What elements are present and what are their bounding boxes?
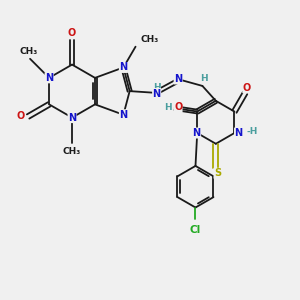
Text: H: H (200, 74, 208, 83)
Text: N: N (153, 88, 161, 98)
Text: CH₃: CH₃ (63, 147, 81, 156)
Text: O: O (68, 28, 76, 38)
Text: N: N (45, 73, 53, 83)
Text: S: S (214, 168, 221, 178)
Text: O: O (16, 112, 25, 122)
Text: N: N (68, 112, 76, 123)
Text: -H: -H (247, 127, 258, 136)
Text: CH₃: CH₃ (19, 47, 38, 56)
Text: N: N (119, 110, 128, 120)
Text: N: N (119, 62, 128, 73)
Text: O: O (174, 102, 182, 112)
Text: N: N (174, 74, 182, 84)
Text: CH₃: CH₃ (141, 35, 159, 44)
Text: H: H (164, 103, 172, 112)
Text: H: H (153, 83, 160, 92)
Text: Cl: Cl (189, 225, 200, 235)
Text: N: N (193, 128, 201, 138)
Text: N: N (235, 128, 243, 138)
Text: O: O (243, 83, 251, 93)
